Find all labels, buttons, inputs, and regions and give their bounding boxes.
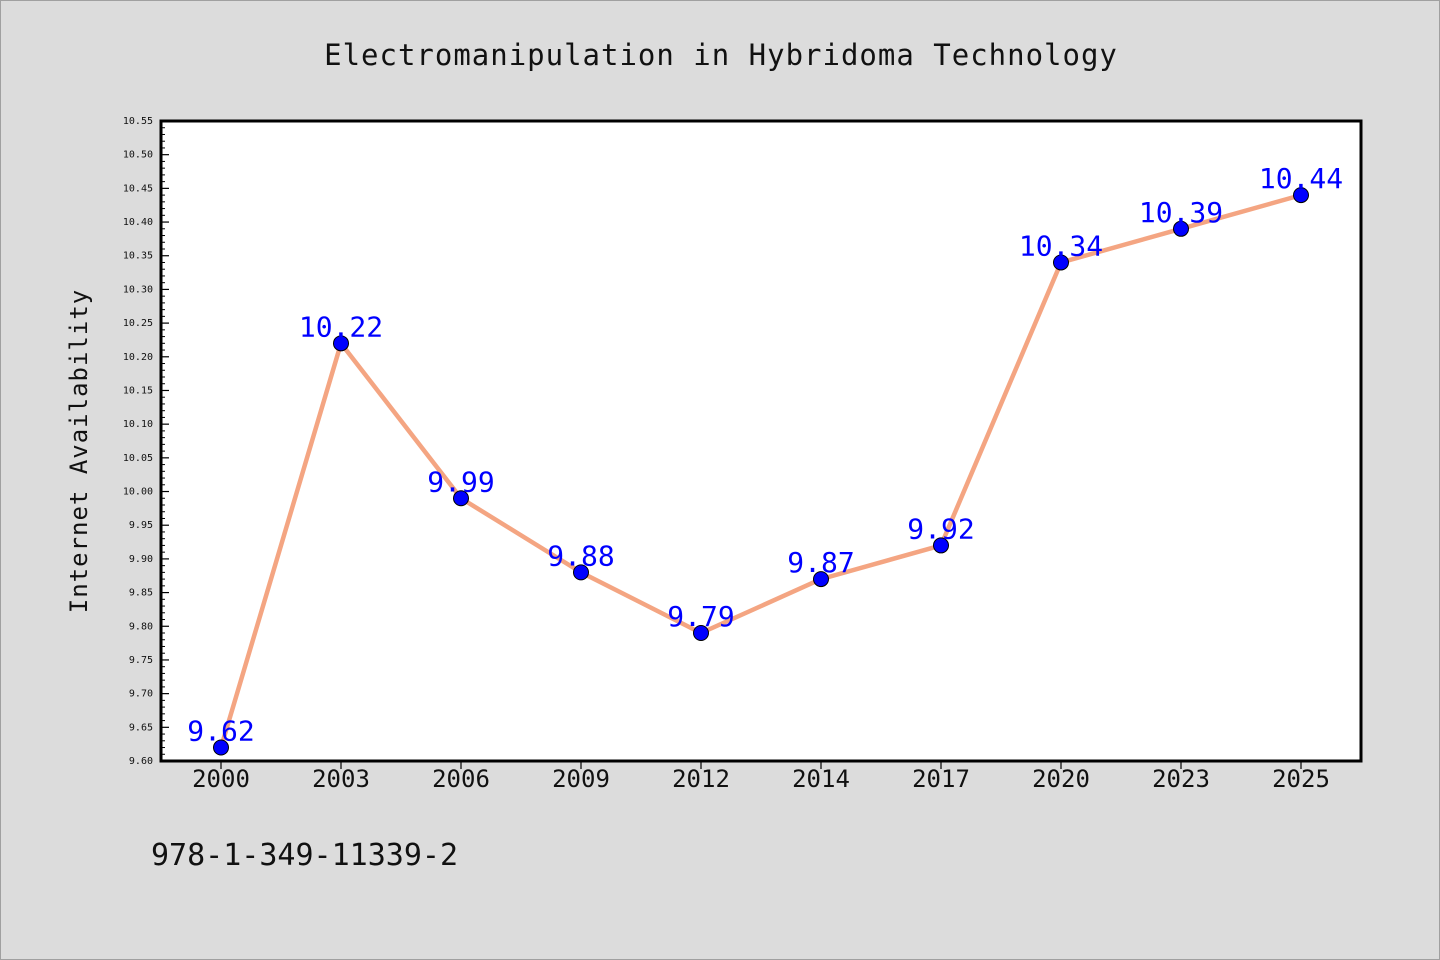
data-point — [213, 739, 229, 756]
x-tick-label: 2000 — [192, 765, 250, 793]
y-tick-label: 10.55 — [123, 116, 153, 127]
x-tick-label: 2003 — [312, 765, 370, 793]
data-label: 9.87 — [787, 546, 854, 579]
y-tick-label: 10.40 — [123, 217, 153, 228]
y-tick-label: 10.05 — [123, 453, 153, 464]
y-tick-label: 10.10 — [123, 419, 153, 430]
y-tick-label: 10.50 — [123, 150, 153, 161]
data-label: 10.39 — [1139, 196, 1223, 229]
y-axis-label: Internet Availability — [65, 289, 93, 613]
data-label: 10.34 — [1019, 229, 1103, 262]
x-tick-label: 2009 — [552, 765, 610, 793]
y-axis-ticks: 9.60 9.65 9.70 9.75 9.80 9.85 9.90 9.95 10.00 10.… — [123, 116, 169, 767]
y-tick-label: 10.15 — [123, 385, 153, 396]
data-label: 9.88 — [547, 539, 614, 572]
x-tick-label: 2012 — [672, 765, 730, 793]
x-tick-label: 2025 — [1272, 765, 1330, 793]
data-label: 9.99 — [427, 465, 494, 498]
data-point — [813, 571, 829, 588]
x-tick-label: 2014 — [792, 765, 850, 793]
data-point — [1293, 187, 1309, 204]
data-point — [573, 564, 589, 581]
y-tick-label: 10.20 — [123, 352, 153, 363]
y-tick-label: 9.80 — [129, 621, 153, 632]
data-point — [1173, 220, 1189, 237]
y-tick-label: 10.25 — [123, 318, 153, 329]
data-point — [693, 625, 709, 641]
x-tick-label: 2006 — [432, 765, 490, 793]
y-tick-label: 9.90 — [129, 554, 153, 565]
x-tick-label: 2023 — [1152, 765, 1210, 793]
plot-area — [159, 119, 1363, 763]
data-point — [933, 537, 949, 554]
x-tick-label: 2017 — [912, 765, 970, 793]
y-tick-label: 9.60 — [129, 756, 153, 767]
data-label: 9.79 — [667, 600, 734, 633]
y-tick-label: 10.45 — [123, 183, 153, 194]
data-label: 10.44 — [1259, 162, 1343, 195]
y-tick-label: 10.35 — [123, 251, 153, 262]
data-point — [453, 490, 469, 507]
y-tick-label: 9.70 — [129, 689, 153, 700]
series-layer: 9.62 10.22 9.99 9.88 9.79 9.87 9.92 10.34 10.39 1… — [187, 162, 1343, 756]
y-tick-label: 9.75 — [129, 655, 153, 666]
y-tick-label: 10.00 — [123, 487, 153, 498]
data-label: 9.92 — [907, 512, 974, 545]
data-label: 10.22 — [299, 310, 383, 343]
data-label: 9.62 — [187, 715, 254, 748]
x-tick-label: 2020 — [1032, 765, 1090, 793]
series-line — [218, 192, 1302, 749]
y-tick-label: 10.30 — [123, 284, 153, 295]
y-tick-label: 9.65 — [129, 722, 153, 733]
chart-title: Electromanipulation in Hybridoma Technol… — [324, 38, 1118, 72]
x-axis-ticks: 2000 2003 2006 2009 2012 2014 2017 2020 2023 2025 — [192, 761, 1330, 793]
data-point — [333, 335, 349, 352]
y-tick-label: 9.95 — [129, 520, 153, 531]
y-tick-label: 9.85 — [129, 588, 153, 599]
data-point — [1053, 254, 1069, 271]
isbn-label: 978-1-349-11339-2 — [151, 838, 458, 873]
